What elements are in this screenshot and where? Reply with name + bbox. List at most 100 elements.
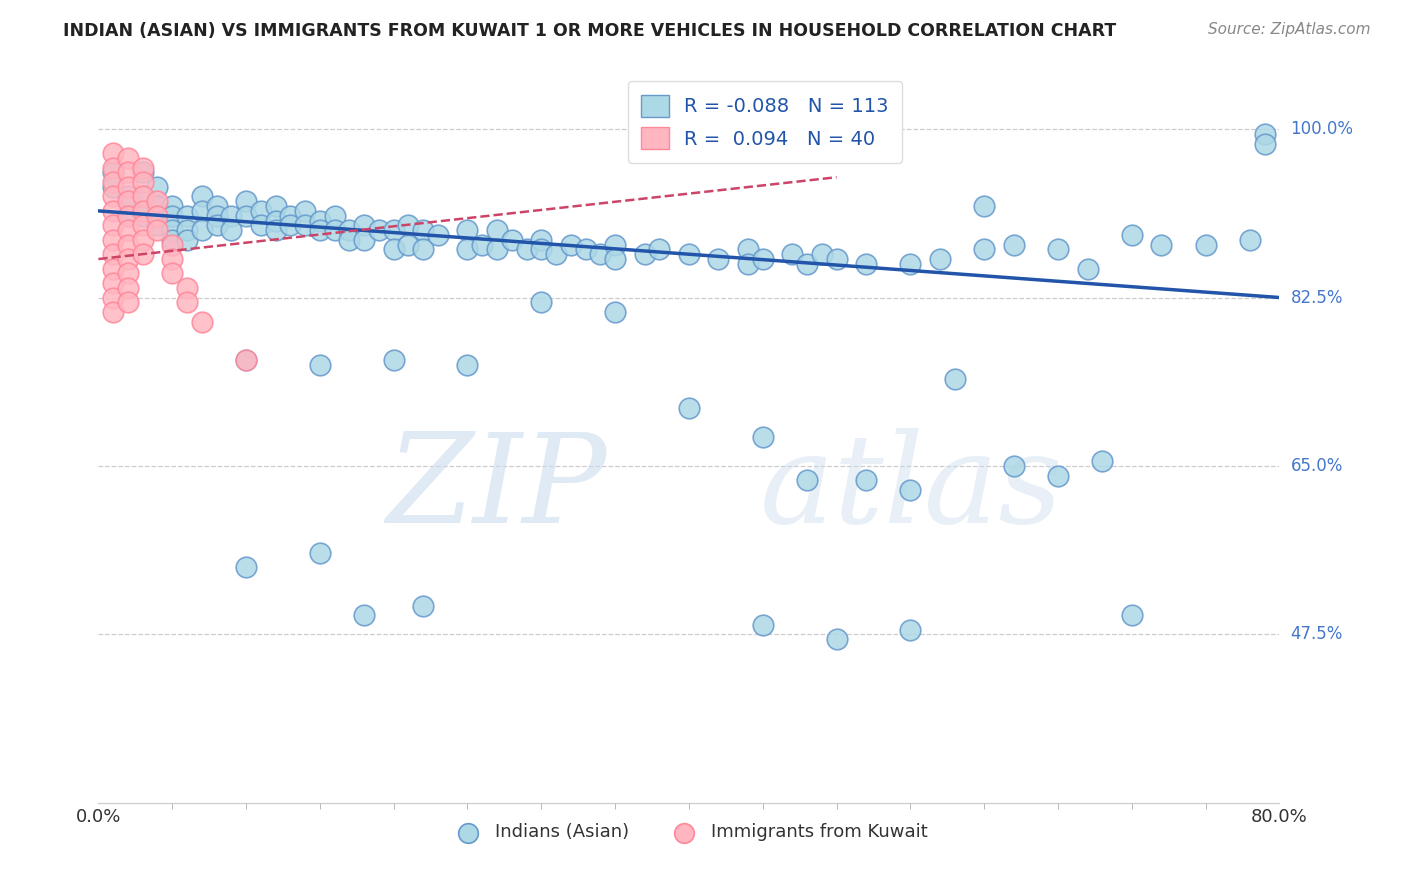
- Point: [132, 233, 155, 247]
- Point: [264, 199, 287, 213]
- Point: [560, 237, 582, 252]
- Point: [117, 151, 139, 165]
- Point: [176, 295, 198, 310]
- Point: [855, 474, 877, 488]
- Point: [191, 223, 214, 237]
- Point: [162, 209, 183, 223]
- Point: [176, 233, 198, 247]
- Point: [103, 233, 125, 247]
- Text: INDIAN (ASIAN) VS IMMIGRANTS FROM KUWAIT 1 OR MORE VEHICLES IN HOUSEHOLD CORRELA: INDIAN (ASIAN) VS IMMIGRANTS FROM KUWAIT…: [63, 22, 1116, 40]
- Point: [309, 358, 332, 372]
- Text: 65.0%: 65.0%: [1291, 457, 1343, 475]
- Point: [103, 219, 125, 233]
- Point: [280, 209, 302, 223]
- Point: [382, 353, 405, 368]
- Text: 47.5%: 47.5%: [1291, 625, 1343, 643]
- Point: [205, 219, 228, 233]
- Point: [117, 209, 139, 223]
- Point: [486, 243, 509, 257]
- Point: [294, 203, 316, 218]
- Point: [117, 223, 139, 237]
- Point: [205, 209, 228, 223]
- Point: [1254, 136, 1277, 151]
- Point: [1046, 468, 1070, 483]
- Point: [1121, 227, 1143, 242]
- Point: [382, 243, 405, 257]
- Point: [648, 243, 671, 257]
- Point: [900, 257, 922, 271]
- Point: [280, 219, 302, 233]
- Point: [398, 237, 420, 252]
- Point: [132, 175, 155, 189]
- Point: [707, 252, 730, 266]
- Point: [117, 165, 139, 179]
- Point: [176, 281, 198, 295]
- Point: [900, 483, 922, 497]
- Legend: Indians (Asian), Immigrants from Kuwait: Indians (Asian), Immigrants from Kuwait: [443, 816, 935, 848]
- Point: [117, 194, 139, 209]
- Point: [132, 209, 155, 223]
- Point: [575, 243, 598, 257]
- Point: [221, 223, 243, 237]
- Point: [929, 252, 952, 266]
- Point: [339, 233, 361, 247]
- Point: [205, 199, 228, 213]
- Point: [132, 165, 155, 179]
- Text: ZIP: ZIP: [385, 427, 606, 549]
- Point: [398, 219, 420, 233]
- Point: [1002, 237, 1025, 252]
- Point: [412, 223, 434, 237]
- Point: [103, 179, 125, 194]
- Text: 82.5%: 82.5%: [1291, 288, 1343, 307]
- Point: [412, 599, 434, 613]
- Point: [103, 291, 125, 305]
- Point: [117, 209, 139, 223]
- Point: [132, 161, 155, 175]
- Point: [1150, 237, 1173, 252]
- Point: [589, 247, 612, 261]
- Point: [235, 209, 257, 223]
- Point: [103, 146, 125, 161]
- Point: [900, 623, 922, 637]
- Point: [294, 219, 316, 233]
- Point: [117, 267, 139, 281]
- Point: [191, 189, 214, 203]
- Point: [146, 194, 169, 209]
- Point: [353, 608, 375, 623]
- Point: [103, 247, 125, 261]
- Point: [1254, 127, 1277, 141]
- Point: [103, 276, 125, 290]
- Point: [678, 401, 700, 416]
- Point: [382, 223, 405, 237]
- Point: [117, 189, 139, 203]
- Point: [162, 199, 183, 213]
- Point: [103, 203, 125, 218]
- Point: [796, 257, 818, 271]
- Point: [146, 209, 169, 223]
- Point: [855, 257, 877, 271]
- Point: [943, 372, 966, 386]
- Point: [162, 233, 183, 247]
- Point: [103, 161, 125, 175]
- Point: [191, 203, 214, 218]
- Point: [457, 243, 479, 257]
- Point: [1239, 233, 1261, 247]
- Point: [752, 252, 775, 266]
- Point: [782, 247, 804, 261]
- Point: [339, 223, 361, 237]
- Point: [250, 219, 273, 233]
- Point: [368, 223, 391, 237]
- Point: [162, 223, 183, 237]
- Text: atlas: atlas: [759, 427, 1063, 549]
- Point: [146, 209, 169, 223]
- Point: [146, 223, 169, 237]
- Point: [825, 252, 848, 266]
- Point: [132, 189, 155, 203]
- Point: [634, 247, 657, 261]
- Point: [546, 247, 568, 261]
- Point: [132, 247, 155, 261]
- Point: [162, 267, 183, 281]
- Point: [176, 209, 198, 223]
- Point: [530, 233, 553, 247]
- Point: [1195, 237, 1218, 252]
